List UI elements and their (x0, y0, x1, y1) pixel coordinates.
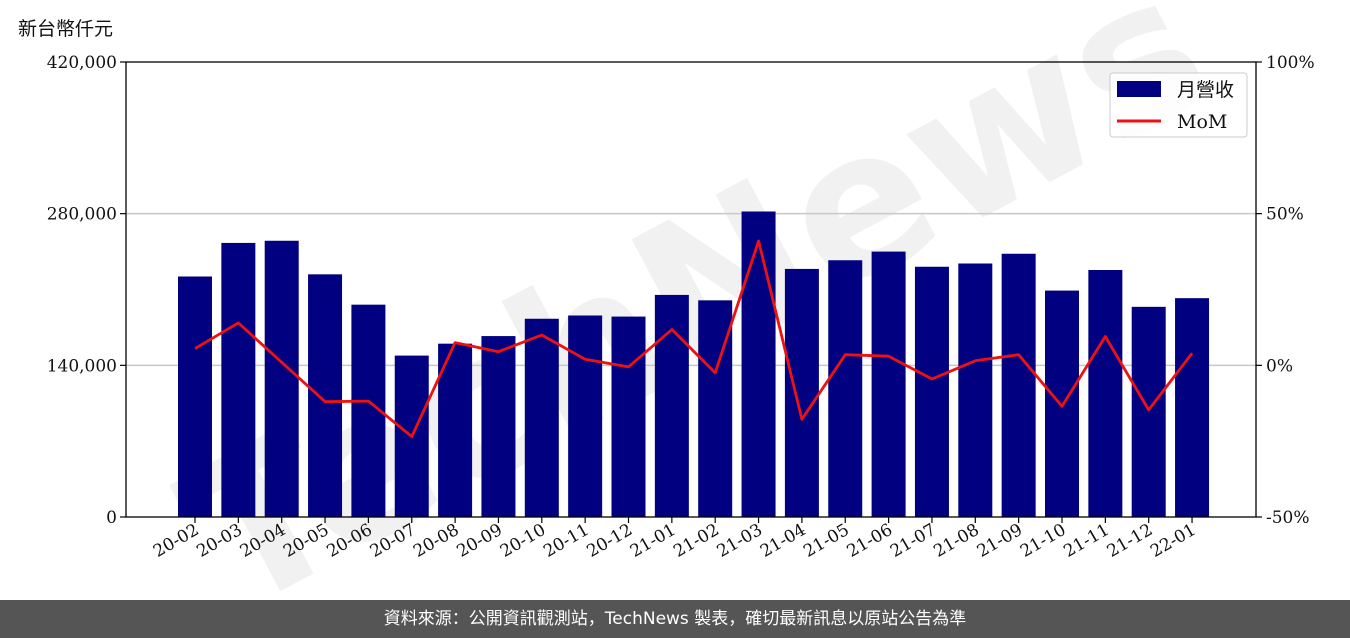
x-tick-label: 21-12 (1104, 520, 1156, 562)
revenue-bar-21-08 (958, 263, 993, 517)
revenue-bar-20-10 (524, 318, 559, 517)
revenue-bar-21-05 (828, 260, 863, 517)
y-left-tick-label: 140,000 (47, 356, 117, 376)
revenue-bar-20-11 (568, 315, 603, 517)
legend-bar-swatch (1117, 81, 1161, 97)
revenue-chart: TechNews 0140,000280,000420,000-50%0%50%… (47, 0, 1315, 600)
x-tick-label: 21-02 (670, 520, 722, 562)
revenue-bar-21-12 (1131, 306, 1166, 517)
revenue-bar-21-06 (871, 251, 906, 518)
revenue-bars (178, 211, 1210, 518)
x-tick-label: 21-08 (930, 520, 982, 562)
legend-label-mom: MoM (1177, 111, 1227, 133)
revenue-bar-21-09 (1001, 253, 1036, 517)
y-right-tick-label: 0% (1266, 356, 1293, 376)
revenue-bar-22-01 (1175, 298, 1210, 517)
x-tick-label: 21-07 (887, 520, 939, 562)
revenue-bar-20-02 (178, 276, 212, 517)
mom-line-path (194, 239, 1194, 439)
legend: 月營收 MoM (1109, 72, 1248, 138)
revenue-bar-20-03 (221, 242, 256, 517)
revenue-bar-20-08 (438, 343, 473, 517)
revenue-bar-21-01 (654, 294, 689, 517)
x-tick-label: 21-10 (1017, 520, 1069, 562)
x-tick-label: 20-10 (497, 520, 549, 562)
y-left-tick-label: 0 (106, 508, 117, 528)
x-tick-label: 20-11 (540, 520, 592, 562)
x-tick-label: 21-04 (757, 520, 809, 562)
revenue-bar-20-09 (481, 336, 516, 517)
x-tick-label: 21-06 (844, 520, 896, 562)
legend-label-revenue: 月營收 (1177, 79, 1234, 101)
revenue-bar-20-05 (308, 274, 343, 517)
mom-line (194, 239, 1194, 439)
y-axis-unit-label: 新台幣仟元 (18, 18, 114, 40)
revenue-bar-21-07 (914, 266, 949, 517)
x-tick-label: 21-09 (974, 520, 1026, 562)
y-left-tick-label: 280,000 (47, 205, 117, 225)
x-tick-label: 21-01 (627, 520, 679, 562)
y-left-tick-label: 420,000 (47, 53, 117, 73)
revenue-bar-20-04 (264, 240, 299, 517)
y-right-tick-label: -50% (1266, 508, 1310, 528)
y-right-tick-label: 50% (1266, 205, 1304, 225)
revenue-bar-21-04 (784, 268, 819, 517)
revenue-bar-20-12 (611, 316, 646, 517)
x-tick-label: 20-12 (584, 520, 636, 562)
revenue-bar-21-11 (1088, 270, 1123, 517)
plot-frame (125, 61, 1257, 518)
x-tick-label: 20-02 (150, 520, 202, 562)
source-footer: 資料來源：公開資訊觀測站，TechNews 製表，確切最新訊息以原站公告為準 (0, 600, 1350, 638)
revenue-bar-21-03 (741, 211, 776, 517)
x-tick-label: 22-01 (1147, 520, 1199, 562)
x-tick-label: 21-03 (714, 520, 766, 562)
y-right-tick-label: 100% (1266, 53, 1315, 73)
x-tick-label: 21-11 (1060, 520, 1112, 562)
x-tick-label: 21-05 (800, 520, 852, 562)
